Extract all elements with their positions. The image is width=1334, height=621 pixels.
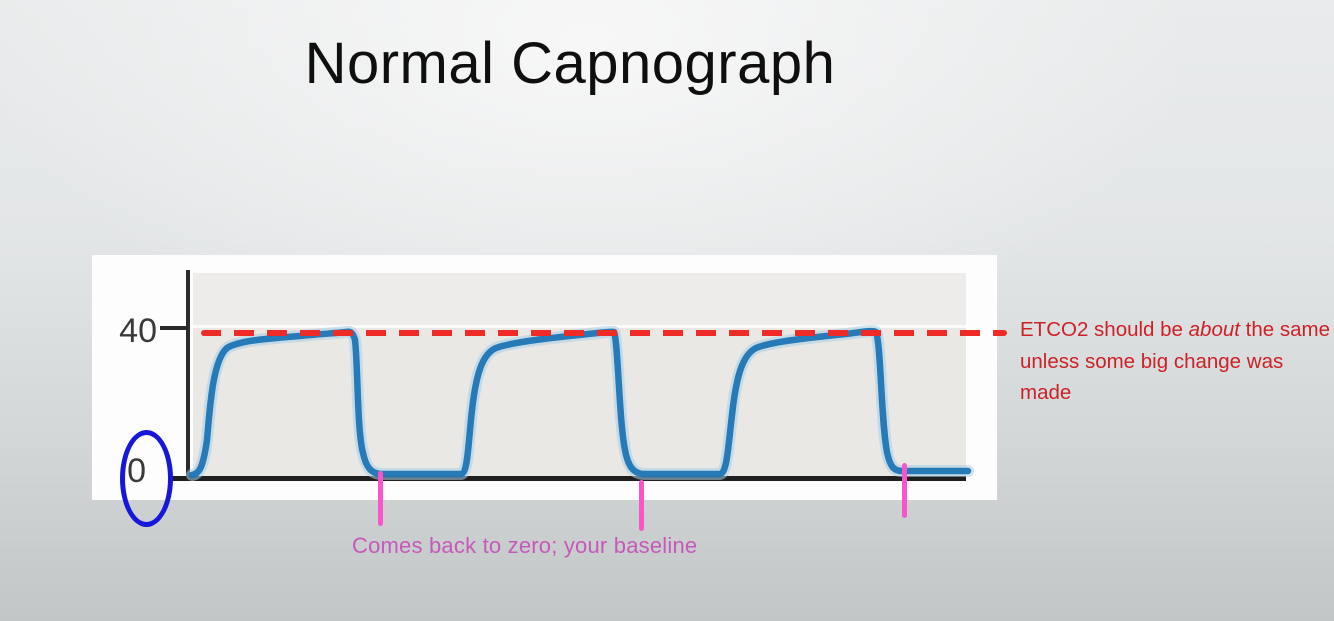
y-tick-40 xyxy=(160,326,188,330)
baseline-tick-marker-2 xyxy=(639,480,644,531)
baseline-circle-annotation xyxy=(120,430,173,527)
gridline-40 xyxy=(193,325,966,328)
etco2-annotation-prefix: ETCO2 should be xyxy=(1020,318,1189,341)
baseline-tick-marker-1 xyxy=(378,471,383,526)
x-axis-line xyxy=(170,476,966,481)
etco2-annotation-text: ETCO2 should be about the same unless so… xyxy=(1020,314,1332,409)
etco2-reference-dashed-line xyxy=(201,330,1007,336)
y-axis-line xyxy=(186,270,190,481)
etco2-annotation-suffix: the same unless some big change was made xyxy=(1020,318,1330,404)
etco2-annotation-italic: about xyxy=(1188,318,1240,341)
baseline-caption: Comes back to zero; your baseline xyxy=(352,533,698,558)
page-title: Normal Capnograph xyxy=(304,31,836,96)
y-tick-label-40: 40 xyxy=(119,312,157,350)
plot-area xyxy=(193,273,966,481)
baseline-tick-marker-3 xyxy=(902,463,907,518)
